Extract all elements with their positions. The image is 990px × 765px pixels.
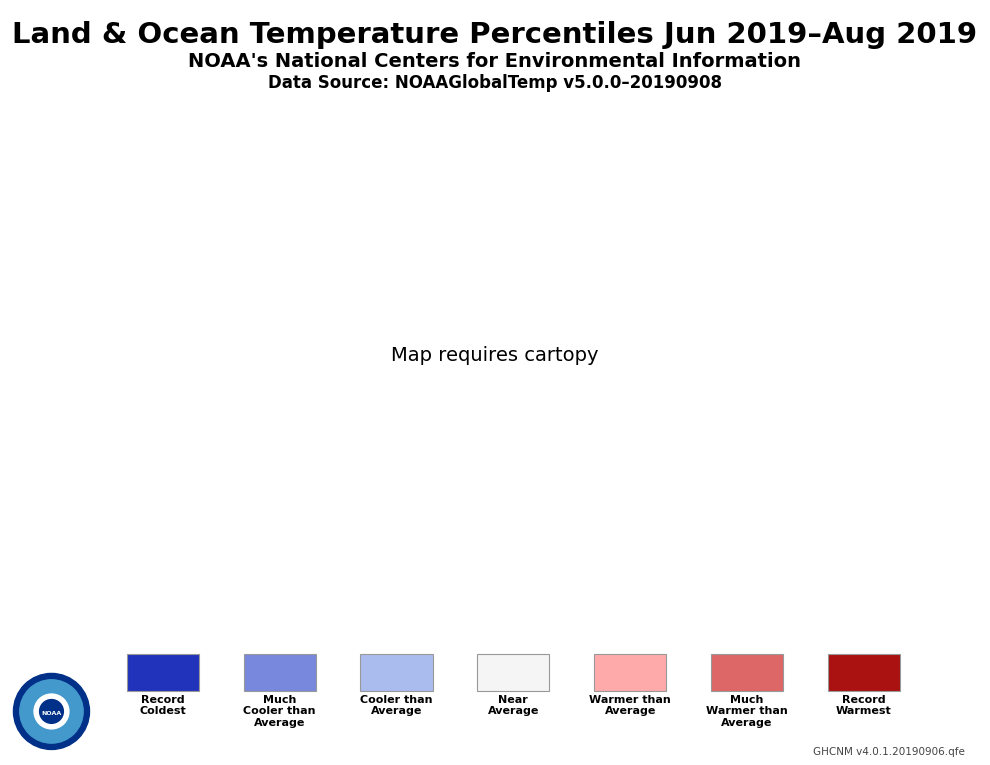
Text: Map requires cartopy: Map requires cartopy [391,347,599,365]
Circle shape [34,694,69,729]
Text: Record
Coldest: Record Coldest [140,695,186,716]
Text: GHCNM v4.0.1.20190906.qfe: GHCNM v4.0.1.20190906.qfe [814,747,965,757]
Circle shape [14,673,89,750]
Circle shape [40,699,63,724]
Text: Warmer than
Average: Warmer than Average [589,695,671,716]
Text: Near
Average: Near Average [488,695,539,716]
Text: Cooler than
Average: Cooler than Average [360,695,433,716]
Text: Much
Cooler than
Average: Much Cooler than Average [244,695,316,728]
Text: Much
Warmer than
Average: Much Warmer than Average [706,695,788,728]
Text: Land & Ocean Temperature Percentiles Jun 2019–Aug 2019: Land & Ocean Temperature Percentiles Jun… [13,21,977,50]
Text: Data Source: NOAAGlobalTemp v5.0.0–20190908: Data Source: NOAAGlobalTemp v5.0.0–20190… [268,74,722,93]
Circle shape [20,680,83,743]
Text: NOAA: NOAA [42,711,61,715]
Text: NOAA's National Centers for Environmental Information: NOAA's National Centers for Environmenta… [188,52,802,71]
Text: Record
Warmest: Record Warmest [836,695,892,716]
